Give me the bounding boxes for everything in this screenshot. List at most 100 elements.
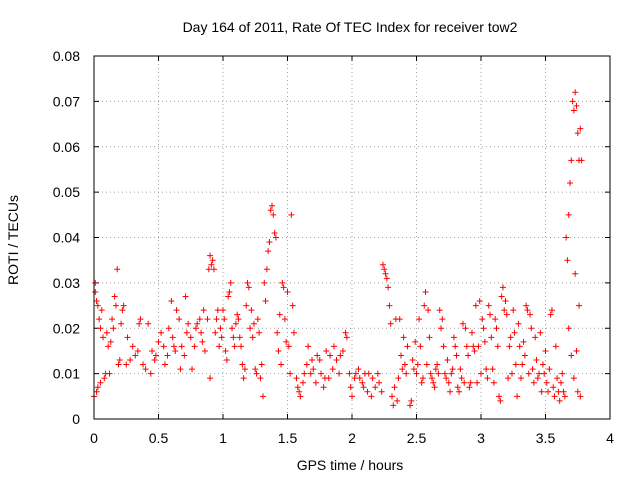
data-point — [465, 352, 472, 359]
data-point — [265, 248, 272, 255]
data-point — [208, 261, 215, 268]
data-point — [471, 347, 478, 354]
data-point — [261, 279, 268, 286]
data-point — [274, 329, 281, 336]
data-point — [450, 334, 457, 341]
data-point — [92, 288, 99, 295]
data-point — [103, 329, 110, 336]
data-point — [436, 307, 443, 314]
data-point — [119, 307, 126, 314]
data-point — [205, 266, 212, 273]
data-point — [534, 375, 541, 382]
data-point — [470, 343, 477, 350]
data-point — [283, 338, 290, 345]
data-point — [330, 343, 337, 350]
data-point — [236, 334, 243, 341]
data-point — [278, 361, 285, 368]
data-point — [485, 302, 492, 309]
data-point — [576, 302, 583, 309]
data-point — [438, 325, 445, 332]
data-point — [541, 370, 548, 377]
data-point — [403, 370, 410, 377]
data-point — [570, 107, 577, 114]
data-point — [385, 284, 392, 291]
data-point — [287, 370, 294, 377]
data-point — [120, 302, 127, 309]
data-point — [487, 311, 494, 318]
data-point — [554, 375, 561, 382]
data-point — [572, 89, 579, 96]
data-point — [145, 320, 152, 327]
data-point — [247, 325, 254, 332]
data-point — [207, 375, 214, 382]
data-point — [107, 338, 114, 345]
data-point — [172, 347, 179, 354]
data-point — [448, 370, 455, 377]
x-tick-label: 3.5 — [536, 430, 556, 446]
data-point — [368, 393, 375, 400]
data-point — [248, 307, 255, 314]
data-point — [301, 370, 308, 377]
data-point — [434, 361, 441, 368]
data-point — [168, 298, 175, 305]
data-point — [320, 384, 327, 391]
data-point — [189, 366, 196, 373]
data-point — [250, 320, 257, 327]
data-point — [176, 316, 183, 323]
data-point — [560, 388, 567, 395]
data-point — [160, 343, 167, 350]
data-point — [266, 239, 273, 246]
data-point — [276, 311, 283, 318]
data-points — [91, 89, 585, 409]
data-point — [422, 288, 429, 295]
data-point — [239, 361, 246, 368]
data-point — [149, 347, 156, 354]
data-point — [503, 311, 510, 318]
data-point — [515, 320, 522, 327]
data-point — [275, 347, 282, 354]
data-point — [401, 361, 408, 368]
data-point — [217, 325, 224, 332]
x-tick-labels: 0 0.5 1 1.5 2 2.5 3 3.5 4 — [90, 430, 614, 446]
data-point — [352, 370, 359, 377]
data-point — [400, 334, 407, 341]
data-point — [187, 334, 194, 341]
x-tick-label: 2.5 — [407, 430, 427, 446]
data-point — [427, 370, 434, 377]
data-point — [329, 366, 336, 373]
data-point — [191, 343, 198, 350]
data-point — [270, 211, 277, 218]
y-tick-label: 0.01 — [53, 366, 80, 382]
data-point — [307, 370, 314, 377]
data-point — [218, 334, 225, 341]
data-point — [289, 302, 296, 309]
data-point — [318, 370, 325, 377]
data-point — [567, 180, 574, 187]
data-point — [259, 393, 266, 400]
data-point — [501, 307, 508, 314]
x-axis-label: GPS time / hours — [297, 457, 404, 473]
y-tick-label: 0.05 — [53, 184, 80, 200]
data-point — [461, 379, 468, 386]
data-point — [280, 284, 287, 291]
data-point — [379, 261, 386, 268]
data-point — [155, 338, 162, 345]
data-point — [417, 343, 424, 350]
data-point — [457, 366, 464, 373]
data-point — [408, 397, 415, 404]
data-point — [510, 307, 517, 314]
data-point — [538, 388, 545, 395]
data-point — [387, 320, 394, 327]
data-point — [235, 316, 242, 323]
data-point — [284, 288, 291, 295]
data-point — [565, 211, 572, 218]
data-point — [240, 375, 247, 382]
data-point — [185, 320, 192, 327]
data-point — [533, 357, 540, 364]
data-point — [209, 257, 216, 264]
chart-title: Day 164 of 2011, Rate Of TEC Index for r… — [183, 19, 518, 35]
data-point — [492, 316, 499, 323]
data-point — [383, 275, 390, 282]
data-point — [114, 266, 121, 273]
